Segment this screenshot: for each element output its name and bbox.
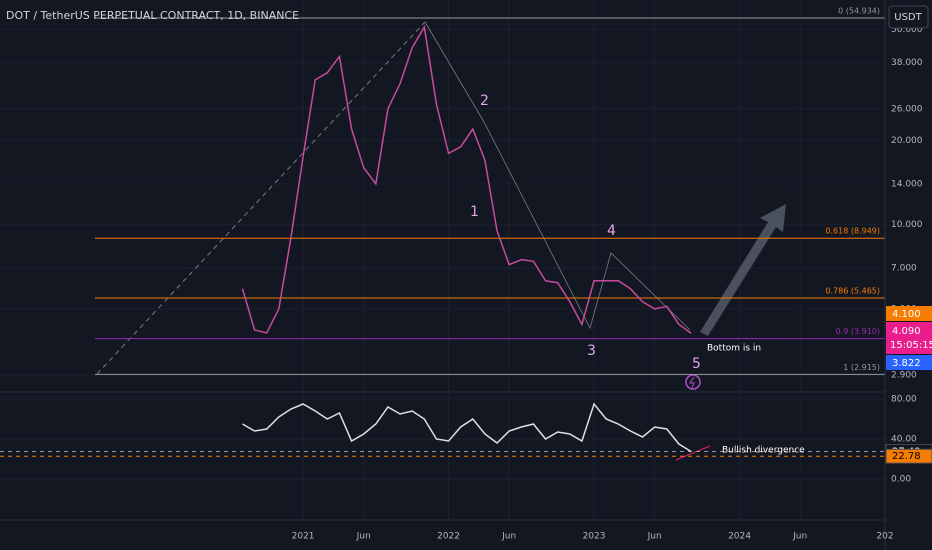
currency[interactable]: USDT xyxy=(894,12,922,23)
x-tick-label: Jun xyxy=(647,532,662,542)
grid xyxy=(0,0,886,520)
wave-label: 5 xyxy=(692,356,701,372)
level-label: 22.78 xyxy=(892,451,921,462)
wave-label: 3 xyxy=(587,343,596,359)
event-icon xyxy=(689,376,695,389)
y-tick-label: 40.00 xyxy=(891,435,917,445)
y-tick-label: 14.000 xyxy=(891,179,923,189)
divergence-line xyxy=(675,445,711,461)
trend-line xyxy=(96,21,426,375)
wave-label: 4 xyxy=(607,223,616,239)
currency-button[interactable] xyxy=(888,5,929,29)
price-label: 4.090 xyxy=(892,326,921,337)
wave-line xyxy=(424,21,691,331)
y-tick-label: 7.000 xyxy=(891,264,917,274)
wave-label: 2 xyxy=(480,93,489,109)
y-tick-label: 26.000 xyxy=(891,104,923,114)
x-tick-label: Jun xyxy=(356,532,371,542)
price-label-box xyxy=(886,355,932,370)
y-tick-label: 10.000 xyxy=(891,220,923,230)
x-tick-label: 2024 xyxy=(728,532,751,542)
x-tick-label: Jun xyxy=(792,532,807,542)
price-label: 4.100 xyxy=(892,309,921,320)
y-tick-label: 2.900 xyxy=(891,370,917,380)
y-tick-label: 80.00 xyxy=(891,395,917,405)
annotation: Bullish divergence xyxy=(722,446,805,456)
price-label-box xyxy=(886,306,932,321)
plot: 0 (54.934) 0.618 (8.949) 0.786 (5.465) 0.9 … xyxy=(0,6,885,457)
x-tick-label: Jun xyxy=(501,532,516,542)
note: Bottom is in xyxy=(707,344,761,354)
level-label-box xyxy=(885,448,932,464)
x-tick-label: 2022 xyxy=(437,532,460,542)
fib-label: 1 (2.915) xyxy=(843,363,880,372)
fib-label: 0.618 (8.949) xyxy=(825,227,880,236)
x-tick-label: 2021 xyxy=(292,532,315,542)
countdown: 15:05:15 xyxy=(890,340,932,351)
chart-title: DOT / TetherUS PERPETUAL CONTRACT, 1D, B… xyxy=(6,9,299,22)
price-label-box xyxy=(886,322,932,354)
price-label: 3.822 xyxy=(892,358,921,369)
arrow xyxy=(700,204,786,336)
price-axis xyxy=(885,0,932,550)
fib-label: 0 (54.934) xyxy=(838,6,880,15)
y-tick-label: 50.000 xyxy=(891,25,923,35)
series-line xyxy=(241,24,692,334)
event-icon xyxy=(685,374,701,390)
wave-label: 1 xyxy=(470,204,479,220)
fib-label: 0.786 (5.465) xyxy=(825,287,880,296)
y-tick-label: 0.00 xyxy=(891,475,911,485)
series-line xyxy=(242,402,692,453)
y-tick-label: 38.000 xyxy=(891,58,923,68)
y-tick-label: 20.000 xyxy=(891,136,923,146)
x-tick-label: 202 xyxy=(876,532,893,542)
fib-label: 0.9 (3.910) xyxy=(836,327,880,336)
x-tick-label: 2023 xyxy=(583,532,606,542)
